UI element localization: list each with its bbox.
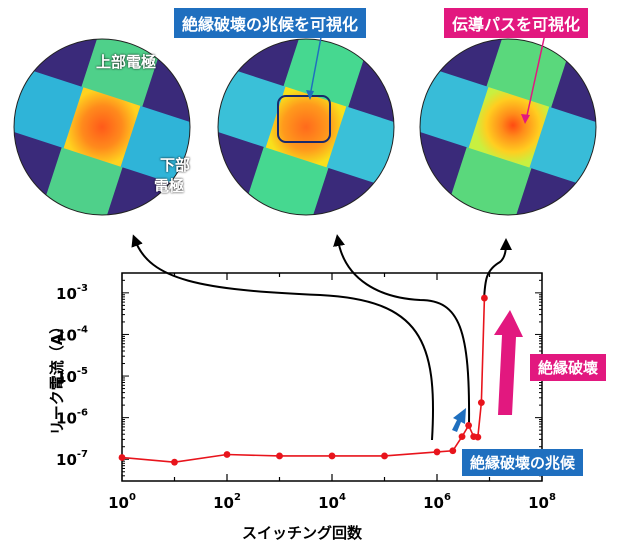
y-tick-label: 10-5 [56, 366, 88, 386]
precursor-highlight-box [277, 95, 331, 143]
connector-to-image-3 [483, 238, 512, 301]
breakdown-annotation: 絶縁破壊 [530, 354, 607, 381]
conduction-path-label: 伝導パスを可視化 [444, 8, 589, 38]
data-point [433, 448, 441, 456]
y-tick-label: 10-6 [56, 408, 88, 428]
data-point [118, 454, 126, 461]
series-polyline [121, 298, 486, 463]
y-tick-label: 10-3 [56, 283, 88, 303]
precursor-arrow [452, 408, 466, 432]
path-callout-arrow [525, 33, 546, 121]
y-tick-label: 10-4 [56, 324, 88, 344]
data-point [328, 452, 336, 460]
precursor-annotation: 絶縁破壊の兆候 [462, 449, 584, 476]
thermal-image-initial [14, 39, 190, 215]
connector-to-image-2 [333, 234, 471, 426]
data-point [458, 433, 466, 441]
top-electrode-label: 上部電極 [96, 53, 157, 71]
x-axis-label: スイッチング回数 [242, 524, 363, 542]
x-tick-label: 108 [528, 492, 556, 512]
x-tick-label: 104 [318, 492, 346, 512]
y-axis-label: リーク電流（A） [48, 319, 66, 436]
data-point [465, 422, 473, 429]
data-point [171, 458, 178, 466]
thermal-image-precursor [218, 39, 394, 215]
data-point [474, 433, 482, 441]
y-tick-label: 10-7 [56, 449, 88, 469]
data-point [481, 294, 488, 302]
data-point [449, 447, 457, 455]
x-tick-label: 100 [108, 492, 136, 512]
data-point [477, 399, 485, 407]
breakdown-arrow [494, 310, 523, 415]
precursor-callout-arrow [309, 31, 323, 97]
series-points [118, 294, 488, 466]
x-tick-label: 102 [213, 492, 241, 512]
connector-to-image-1 [131, 234, 435, 441]
bottom-electrode-label-line2: 電極 [154, 177, 185, 195]
bottom-electrode-label-line1: 下部 [160, 156, 191, 174]
data-point [276, 452, 283, 460]
precursor-visualization-label: 絶縁破壊の兆候を可視化 [174, 8, 367, 38]
thermal-image-path [420, 39, 596, 215]
series-line [121, 298, 486, 463]
x-tick-label: 106 [423, 492, 451, 512]
data-point [381, 452, 388, 460]
axis-ticks: 100 102 104 106 108 10-7 10-6 10-5 10-4 10-3 [56, 272, 556, 512]
data-point [223, 451, 231, 458]
